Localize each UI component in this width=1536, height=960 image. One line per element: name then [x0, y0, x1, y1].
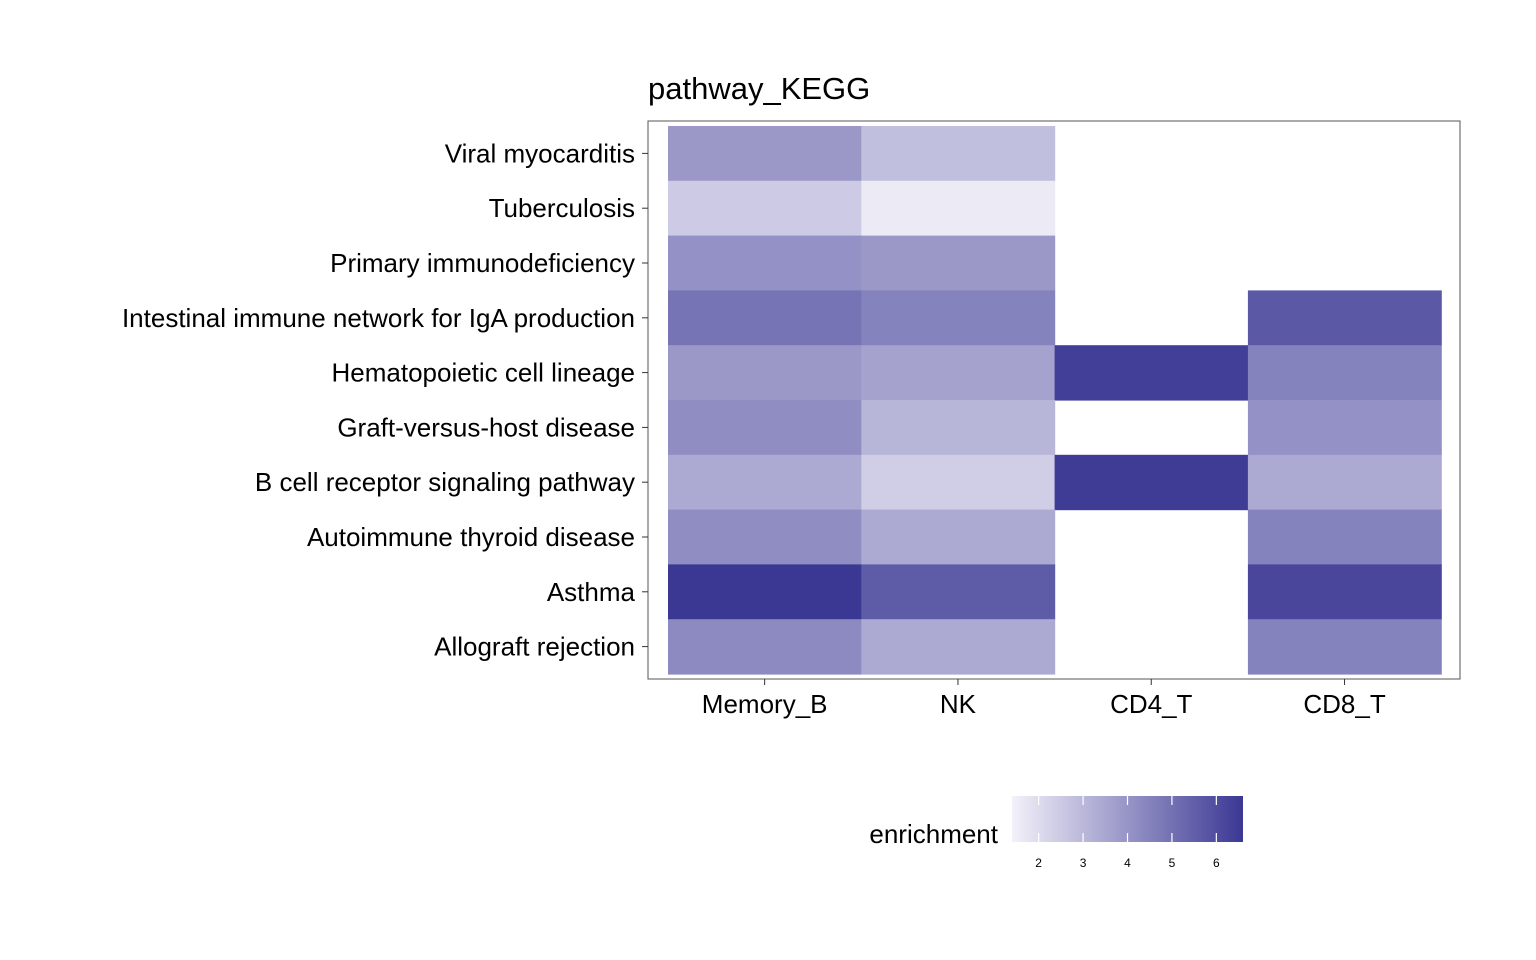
- heatmap-cell: [861, 126, 1056, 182]
- y-tick-label: B cell receptor signaling pathway: [255, 467, 635, 497]
- heatmap-cell: [861, 345, 1056, 401]
- heatmap-cell: [668, 290, 862, 346]
- heatmap-cell: [668, 345, 862, 401]
- heatmap-cell: [861, 400, 1056, 456]
- heatmap-cell: [1247, 345, 1442, 401]
- y-tick-label: Tuberculosis: [489, 193, 635, 223]
- heatmap-cell: [1054, 454, 1249, 511]
- heatmap-cell: [861, 619, 1056, 675]
- heatmap-cell: [668, 564, 862, 620]
- y-tick-label: Primary immunodeficiency: [330, 248, 635, 278]
- y-tick-label: Allograft rejection: [434, 632, 635, 662]
- y-tick-label: Viral myocarditis: [445, 138, 635, 168]
- heatmap-cell: [668, 509, 862, 565]
- heatmap-cell: [861, 509, 1056, 565]
- heatmap-cell: [668, 400, 862, 456]
- legend-tick-label: 6: [1213, 856, 1220, 870]
- legend-tick-label: 2: [1035, 856, 1042, 870]
- heatmap-cell: [1247, 509, 1442, 565]
- y-tick-label: Hematopoietic cell lineage: [331, 358, 635, 388]
- x-tick-label: CD4_T: [1110, 689, 1192, 719]
- heatmap-cell: [861, 180, 1056, 237]
- heatmap-cell: [668, 126, 862, 182]
- plot-panel-border: [647, 120, 1461, 680]
- legend-title: enrichment: [869, 819, 998, 849]
- x-axis: Memory_B NK CD4_T CD8_T: [702, 679, 1386, 719]
- heatmap-cell: [668, 454, 862, 511]
- y-tick-label: Asthma: [547, 577, 636, 607]
- heatmap-cell: [1247, 290, 1442, 346]
- heatmap-cells: [668, 126, 1442, 675]
- legend-tick-label: 5: [1169, 856, 1176, 870]
- y-tick-label: Autoimmune thyroid disease: [307, 522, 635, 552]
- chart-title: pathway_KEGG: [648, 71, 870, 106]
- heatmap-cell: [861, 454, 1056, 511]
- heatmap-cell: [861, 290, 1056, 346]
- heatmap-cell: [1247, 564, 1442, 620]
- legend-tick-label: 3: [1080, 856, 1087, 870]
- heatmap-cell: [668, 619, 862, 675]
- heatmap-cell: [668, 180, 862, 237]
- y-axis: Viral myocarditis Tuberculosis Primary imm…: [122, 138, 648, 662]
- x-tick-label: NK: [940, 689, 977, 719]
- legend-ticks: 2 3 4 5 6: [1035, 796, 1220, 870]
- heatmap-cell: [668, 235, 862, 291]
- x-tick-label: Memory_B: [702, 689, 828, 719]
- heatmap-cell: [861, 235, 1056, 291]
- heatmap-cell: [1247, 619, 1442, 675]
- heatmap-cell: [861, 564, 1056, 620]
- x-tick-label: CD8_T: [1303, 689, 1385, 719]
- y-tick-label: Intestinal immune network for IgA produc…: [122, 303, 635, 333]
- legend-tick-label: 4: [1124, 856, 1131, 870]
- heatmap-cell: [1247, 454, 1442, 511]
- legend: enrichment 2 3 4 5 6: [869, 796, 1243, 870]
- y-tick-label: Graft-versus-host disease: [337, 412, 635, 442]
- heatmap-cell: [1054, 345, 1249, 401]
- heatmap-cell: [1247, 400, 1442, 456]
